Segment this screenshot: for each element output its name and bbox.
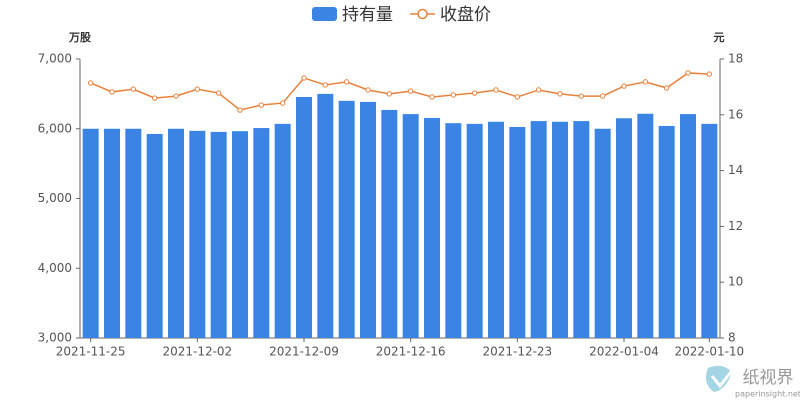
legend-label: 持有量 bbox=[342, 5, 393, 25]
y2-tick-label: 8 bbox=[728, 331, 736, 345]
bar bbox=[146, 133, 163, 338]
line-point bbox=[514, 94, 521, 100]
line-point bbox=[450, 92, 457, 98]
line-point bbox=[535, 87, 542, 93]
line-point bbox=[109, 89, 115, 95]
line-point bbox=[621, 83, 627, 89]
bar bbox=[360, 101, 376, 339]
line-point bbox=[322, 82, 329, 88]
line-point bbox=[471, 90, 478, 96]
y2-tick-label: 16 bbox=[728, 107, 743, 121]
line-point bbox=[237, 107, 243, 113]
bar bbox=[210, 131, 227, 338]
watermark: 纸视界 paperinsight.net bbox=[706, 365, 800, 399]
x-tick-label: 2021-12-09 bbox=[269, 345, 339, 359]
line-point bbox=[343, 79, 350, 85]
bar bbox=[701, 123, 718, 339]
bar bbox=[381, 109, 398, 338]
bar bbox=[402, 114, 419, 338]
line-point bbox=[599, 93, 606, 99]
line-point bbox=[279, 100, 286, 106]
x-tick-label: 2022-01-04 bbox=[589, 345, 659, 359]
y-tick-label: 3,000 bbox=[38, 331, 72, 345]
line-point bbox=[557, 91, 563, 97]
y2-tick-label: 10 bbox=[728, 275, 743, 289]
x-tick-label: 2021-12-02 bbox=[162, 345, 232, 359]
bar bbox=[168, 128, 184, 338]
line-point bbox=[194, 86, 201, 92]
bar bbox=[445, 123, 462, 338]
line-point bbox=[365, 87, 371, 93]
bar bbox=[82, 128, 99, 338]
y-tick-label: 5,000 bbox=[38, 191, 72, 205]
bar bbox=[189, 130, 206, 338]
bar bbox=[104, 128, 120, 338]
bar bbox=[274, 123, 291, 339]
y2-tick-label: 12 bbox=[728, 219, 743, 233]
bar bbox=[658, 125, 675, 339]
y-tick-label: 4,000 bbox=[38, 261, 72, 275]
y2-axis-label: 元 bbox=[714, 31, 725, 44]
line-point bbox=[386, 91, 393, 97]
x-tick-label: 2021-11-25 bbox=[56, 345, 126, 359]
bar bbox=[232, 131, 248, 338]
line-point bbox=[151, 95, 158, 101]
line-point bbox=[173, 93, 179, 99]
y2-tick-label: 18 bbox=[728, 52, 743, 66]
y-tick-label: 7,000 bbox=[38, 52, 72, 66]
line-point bbox=[258, 102, 265, 108]
bar bbox=[253, 128, 270, 338]
bar bbox=[637, 113, 654, 338]
watermark-url: paperinsight.net bbox=[735, 390, 800, 399]
watermark-text: 纸视界 bbox=[743, 368, 794, 388]
y-axis-label: 万股 bbox=[68, 31, 92, 44]
line-point bbox=[706, 71, 713, 77]
line-point bbox=[407, 88, 414, 94]
line-point bbox=[578, 93, 585, 99]
line-point bbox=[130, 86, 137, 92]
line-point bbox=[685, 70, 691, 76]
bar bbox=[466, 123, 483, 339]
line-point bbox=[493, 87, 499, 93]
x-tick-label: 2021-12-16 bbox=[376, 345, 446, 359]
line-point bbox=[642, 79, 649, 85]
bar bbox=[573, 121, 590, 338]
bar bbox=[338, 100, 355, 338]
line bbox=[90, 72, 710, 111]
bar bbox=[530, 121, 547, 338]
line-point bbox=[663, 85, 670, 91]
bar bbox=[616, 118, 632, 338]
x-tick-label: 2022-01-10 bbox=[674, 345, 744, 359]
watermark-check bbox=[710, 367, 736, 389]
x-tick-label: 2021-12-23 bbox=[482, 345, 552, 359]
bar bbox=[296, 97, 312, 338]
bar bbox=[317, 93, 334, 338]
line-point bbox=[301, 75, 307, 81]
line-point bbox=[429, 94, 435, 100]
bar bbox=[594, 128, 611, 338]
line-point bbox=[215, 90, 222, 96]
watermark-logo bbox=[706, 365, 732, 392]
legend-label: 收盘价 bbox=[440, 5, 491, 25]
bar bbox=[680, 114, 696, 338]
legend-swatch bbox=[312, 7, 337, 21]
y-tick-label: 6,000 bbox=[38, 121, 72, 135]
line-point bbox=[87, 80, 94, 86]
bar bbox=[424, 117, 440, 338]
legend-swatch-marker bbox=[417, 8, 428, 20]
y2-tick-label: 14 bbox=[728, 163, 743, 177]
bar bbox=[125, 128, 142, 338]
bar bbox=[552, 121, 568, 339]
bar bbox=[488, 121, 504, 339]
bar bbox=[509, 127, 526, 338]
